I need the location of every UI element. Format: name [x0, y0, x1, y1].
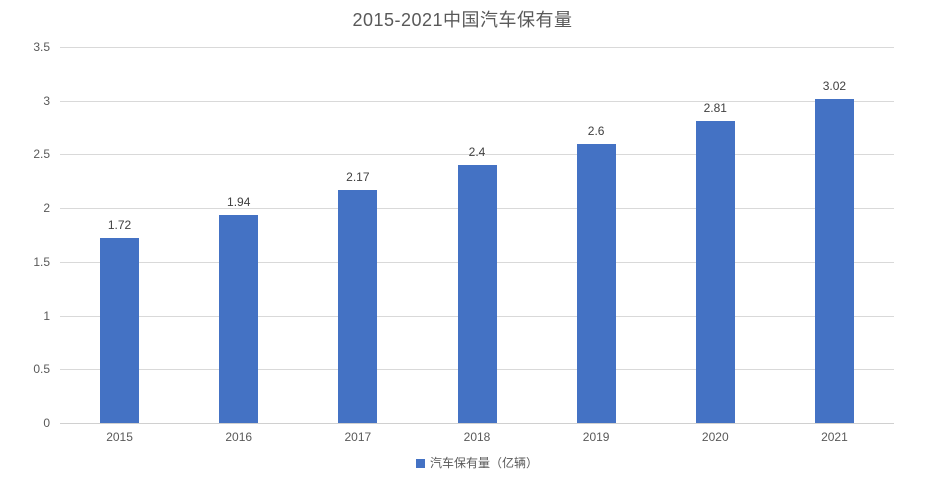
y-tick-label: 1 — [43, 308, 50, 323]
gridline — [60, 47, 894, 48]
bar-value-label: 2.81 — [703, 101, 727, 116]
x-tick-label: 2017 — [344, 430, 372, 444]
bar-2015 — [100, 238, 140, 423]
x-axis-line — [60, 423, 894, 424]
x-tick-label: 2016 — [225, 430, 253, 444]
y-tick-label: 1.5 — [33, 254, 50, 269]
x-tick-label: 2019 — [582, 430, 610, 444]
bar-2020 — [695, 121, 735, 423]
bar-value-label: 2.6 — [587, 123, 605, 138]
bar-value-label: 1.72 — [107, 218, 132, 233]
bar-value-label: 1.94 — [227, 194, 251, 209]
gridline — [60, 154, 894, 156]
chart-title: 2015-2021中国汽车保有量 — [352, 10, 573, 30]
y-tick-label: 0.5 — [33, 362, 50, 377]
bar-2021 — [814, 98, 854, 423]
bar-2016 — [219, 214, 259, 423]
y-tick-label: 0 — [43, 416, 50, 430]
legend-marker-icon — [415, 458, 425, 468]
plot-area — [60, 47, 894, 424]
bar-value-label: 2.4 — [468, 145, 486, 160]
gridline — [60, 100, 894, 102]
bar-2019 — [576, 143, 616, 423]
x-tick-label: 2015 — [106, 430, 133, 444]
y-tick-label: 3.5 — [33, 40, 50, 54]
bar-value-label: 2.17 — [346, 169, 370, 184]
y-tick-label: 2 — [43, 201, 50, 216]
x-tick-label: 2018 — [463, 430, 491, 444]
x-tick-label: 2020 — [701, 430, 729, 444]
bar-2018 — [457, 165, 497, 423]
y-tick-label: 3 — [43, 93, 50, 108]
bar-2017 — [338, 189, 378, 423]
x-tick-label: 2021 — [821, 430, 848, 444]
bar-value-label: 3.02 — [822, 78, 847, 93]
legend: 汽车保有量（亿辆） — [60, 456, 894, 470]
y-tick-label: 2.5 — [33, 147, 50, 162]
legend-label: 汽车保有量（亿辆） — [429, 456, 538, 470]
